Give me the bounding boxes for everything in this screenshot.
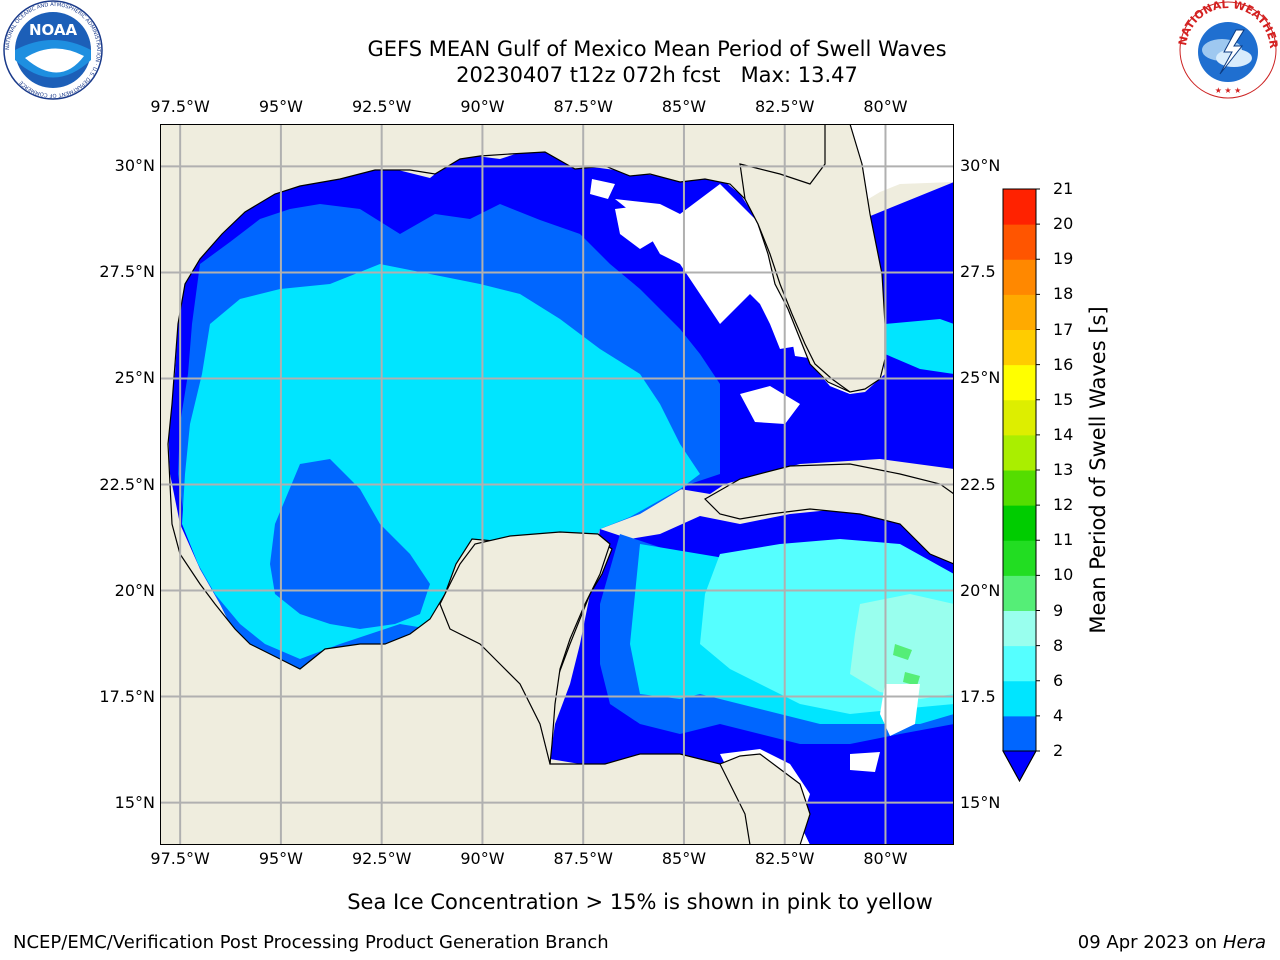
colorbar-tick-label: 20 [1053, 214, 1074, 234]
map-frame [160, 124, 954, 845]
lon-label-top: 85°W [661, 97, 707, 116]
atlantic-cyan [885, 319, 954, 374]
lat-label-right: 17.5 [960, 686, 996, 706]
nws-logo: NATIONAL WEATHER SERVICE ★ ★ ★ [1172, 0, 1280, 100]
lat-label-left: 22.5°N [99, 474, 155, 494]
colorbar-tick-label: 6 [1053, 670, 1064, 690]
colorbar-tick-label: 18 [1053, 284, 1074, 304]
colorbar-segment-3 [1003, 610, 1036, 647]
us-gulf-coast-land [160, 124, 883, 845]
lat-label-right: 22.5 [960, 474, 996, 494]
lat-label-right: 27.5 [960, 262, 996, 282]
noaa-logo: NATIONAL OCEANIC AND ATMOSPHERIC ADMINIS… [0, 0, 106, 100]
colorbar-tick-label: 16 [1053, 354, 1074, 374]
colorbar-tick-label: 9 [1053, 600, 1064, 620]
colorbar-segment-7 [1003, 470, 1036, 506]
lon-label-bottom: 85°W [661, 849, 707, 868]
missing-data-gulf-small-2 [615, 204, 665, 249]
colorbar-tick-label: 15 [1053, 389, 1074, 409]
colorbar-tick-label: 21 [1053, 179, 1074, 198]
lat-label-right: 15°N [960, 792, 1001, 812]
lat-label-left: 25°N [114, 368, 155, 388]
colorbar-segment-0 [1003, 715, 1036, 752]
colorbar [1000, 186, 1041, 786]
colorbar-segment-10 [1003, 364, 1036, 401]
lat-label-left: 30°N [114, 156, 155, 176]
lon-label-top: 90°W [460, 97, 505, 116]
svg-text:NOAA: NOAA [29, 21, 78, 39]
lon-label-bottom: 90°W [460, 849, 505, 868]
colorbar-segment-2 [1003, 645, 1036, 682]
colorbar-segment-14 [1003, 224, 1036, 260]
caribbean-green-spot-2 [903, 672, 920, 686]
colorbar-tick-label: 4 [1053, 705, 1064, 725]
lat-label-left: 20°N [114, 580, 155, 600]
caribbean-green-spot [893, 644, 912, 660]
colorbar-tick-label: 17 [1053, 319, 1074, 339]
lon-label-bottom: 80°W [863, 849, 908, 868]
lon-label-top: 87.5°W [553, 97, 613, 116]
lat-label-left: 17.5°N [99, 686, 155, 706]
central-america-land [719, 753, 811, 845]
colorbar-tick-label: 12 [1053, 495, 1074, 515]
lat-label-right: 25°N [960, 368, 1001, 388]
lon-label-top: 82.5°W [754, 97, 815, 116]
colorbar-segment-9 [1003, 399, 1036, 436]
lon-label-bottom: 92.5°W [351, 849, 412, 868]
map-panel [160, 124, 954, 845]
lat-label-right: 30°N [960, 156, 1001, 176]
map-title-line2: 20230407 t12z 072h fcst Max: 13.47 [456, 63, 858, 87]
colorbar-segment-1 [1003, 680, 1036, 717]
colorbar-tick-label: 13 [1053, 460, 1074, 479]
colorbar-segment-11 [1003, 329, 1036, 366]
colorbar-tick-label: 2 [1053, 741, 1064, 760]
colorbar-frame [1002, 188, 1037, 783]
colorbar-tick-label: 19 [1053, 249, 1074, 269]
colorbar-tick-label: 8 [1053, 635, 1064, 655]
lon-label-top: 92.5°W [351, 97, 412, 116]
machine-name: Hera [1222, 932, 1266, 953]
missing-data-gulf-east [615, 184, 865, 394]
lon-label-bottom: 82.5°W [754, 849, 815, 868]
missing-data-carib-2 [850, 752, 880, 772]
colorbar-under-triangle [1002, 750, 1037, 783]
credit-text: NCEP/EMC/Verification Post Processing Pr… [13, 932, 609, 953]
missing-data-gulf-small [590, 179, 615, 199]
colorbar-segment-5 [1003, 540, 1036, 576]
lon-label-top: 97.5°W [150, 97, 210, 116]
florida-peninsula [739, 124, 954, 393]
colorbar-segment-13 [1003, 259, 1036, 295]
sea-ice-note: Sea Ice Concentration > 15% is shown in … [347, 890, 933, 914]
colorbar-segment-15 [1003, 189, 1036, 225]
lon-label-bottom: 87.5°W [553, 849, 613, 868]
svg-text:★ ★ ★: ★ ★ ★ [1215, 86, 1242, 95]
west-gulf-pocket [270, 459, 430, 629]
colorbar-segment-4 [1003, 575, 1036, 611]
lat-label-left: 15°N [114, 792, 155, 812]
lon-label-bottom: 95°W [258, 849, 303, 868]
run-date-text: 09 Apr 2023 on [1077, 932, 1223, 953]
lat-label-left: 27.5°N [99, 262, 155, 282]
lon-label-top: 80°W [863, 97, 908, 116]
cuba-island [704, 463, 954, 565]
colorbar-label: Mean Period of Swell Waves [s] [1086, 306, 1110, 634]
lon-label-bottom: 97.5°W [150, 849, 210, 868]
map-title-line1: GEFS MEAN Gulf of Mexico Mean Period of … [367, 37, 947, 61]
lon-label-top: 95°W [258, 97, 303, 116]
colorbar-tick-label: 10 [1053, 565, 1074, 585]
colorbar-tick-label: 14 [1053, 424, 1074, 444]
run-date: 09 Apr 2023 on Hera [1078, 932, 1266, 953]
colorbar-segment-8 [1003, 434, 1036, 471]
colorbar-tick-label: 11 [1053, 530, 1074, 550]
colorbar-segment-6 [1003, 505, 1036, 541]
lat-label-right: 20°N [960, 580, 1001, 600]
graticule [160, 124, 954, 845]
colorbar-segment-12 [1003, 294, 1036, 330]
